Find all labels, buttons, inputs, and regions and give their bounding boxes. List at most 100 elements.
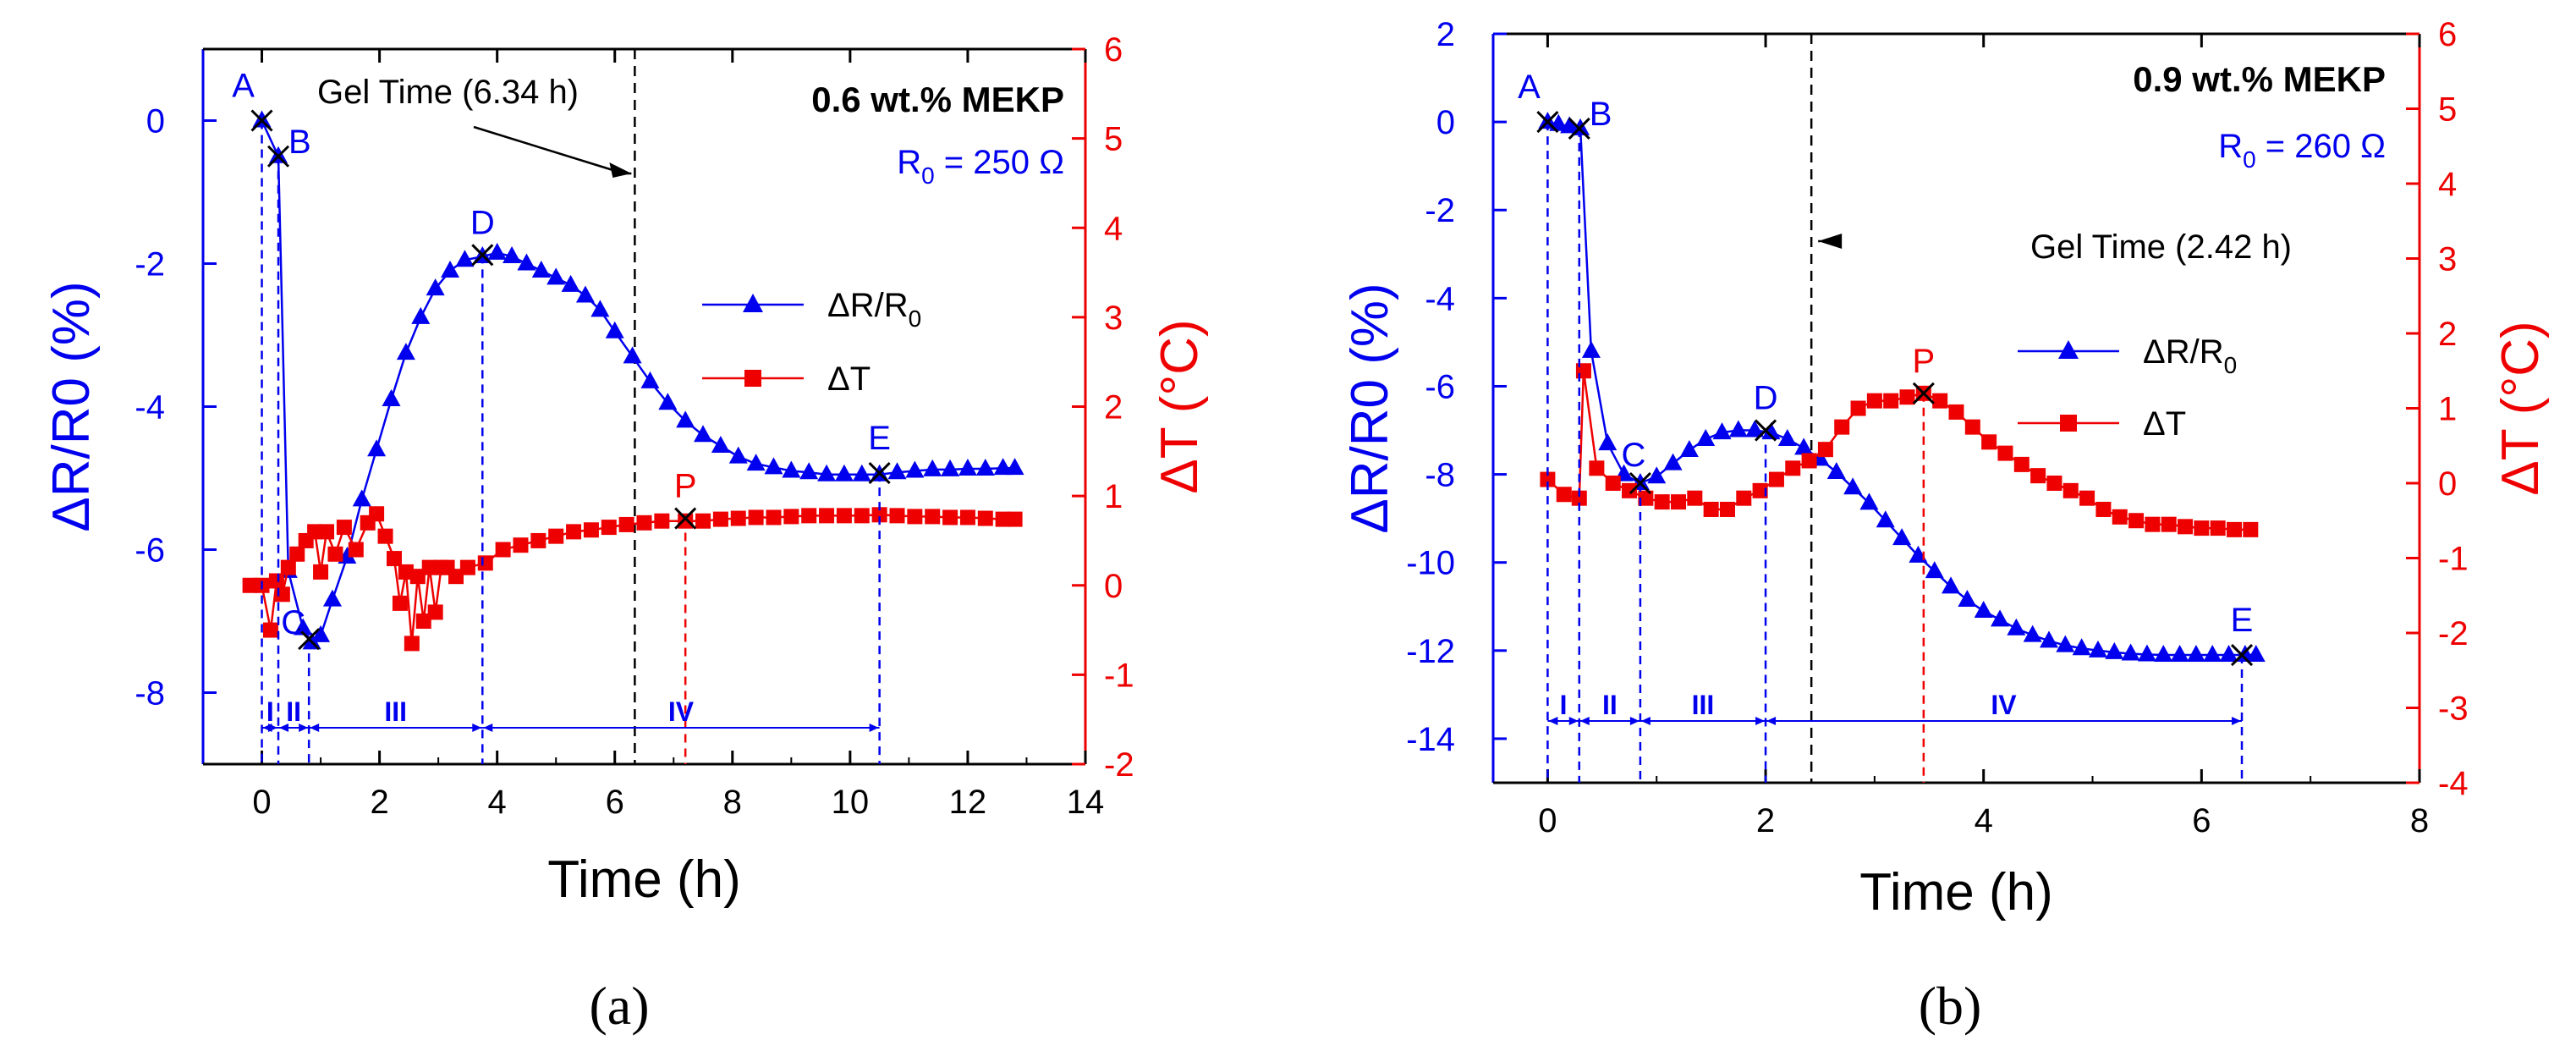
data-point-triangle: [817, 464, 837, 481]
data-point-triangle: [2219, 645, 2238, 663]
data-point-square: [1007, 511, 1023, 527]
legend-label-resistance: ΔR/R0: [2143, 333, 2237, 378]
data-point-triangle: [1958, 589, 1977, 607]
data-point-square: [959, 509, 975, 525]
data-point-square: [1817, 442, 1833, 458]
region-label-ii: II: [286, 696, 301, 727]
right-tick-label: 4: [1104, 210, 1123, 247]
x-tick-label: 4: [1975, 802, 1993, 839]
data-point-square: [695, 513, 711, 529]
data-point-square: [636, 514, 652, 531]
data-point-triangle: [311, 625, 331, 642]
series-resistance: [1538, 112, 2266, 663]
legend-label-temperature: ΔT: [827, 360, 871, 398]
region-label-iii: III: [1692, 690, 1715, 720]
data-point-square: [1654, 494, 1670, 510]
data-point-triangle: [993, 458, 1013, 476]
series-temperature: [1540, 363, 2259, 537]
r0-subscript: 0: [921, 162, 935, 189]
data-point-square: [274, 586, 290, 603]
x-tick-label: 0: [252, 784, 271, 821]
data-point-square: [2079, 490, 2095, 506]
legend: ΔR/R0 ΔT: [2018, 333, 2237, 443]
data-point-triangle: [1876, 510, 1895, 528]
data-point-square: [1556, 487, 1572, 503]
left-tick-label: -12: [1406, 633, 1455, 670]
panel-label: (b): [1919, 976, 1982, 1036]
data-point-triangle: [2088, 640, 2107, 658]
data-point-triangle: [1647, 466, 1667, 484]
r0-symbol: R: [897, 144, 921, 181]
left-tick-label: -4: [135, 389, 165, 426]
data-point-square: [307, 524, 323, 540]
data-point-square: [2194, 520, 2210, 537]
right-tick-label: 3: [2438, 241, 2457, 278]
legend-marker-triangle: [743, 294, 763, 312]
right-tick-label: 0: [2438, 465, 2457, 503]
legend: ΔR/R0 ΔT: [702, 287, 921, 398]
data-point-square: [404, 636, 420, 652]
data-point-square: [618, 516, 634, 532]
data-point-triangle: [1925, 561, 1944, 579]
data-point-square: [1997, 445, 2013, 461]
data-point-square: [2210, 520, 2226, 537]
data-point-square: [1671, 494, 1686, 510]
region-label-ii: II: [1602, 690, 1618, 720]
region-arrow-right: [869, 724, 879, 732]
right-tick-label: 6: [1104, 31, 1123, 69]
series-line: [1547, 120, 2256, 657]
point-label-d: D: [470, 204, 495, 241]
data-point-triangle: [1745, 420, 1765, 437]
data-point-square: [415, 614, 431, 629]
data-point-triangle: [746, 454, 766, 471]
data-point-square: [871, 507, 887, 523]
data-point-triangle: [411, 306, 431, 324]
gel-time-arrowhead: [1818, 234, 1843, 249]
data-point-triangle: [575, 285, 595, 303]
data-point-triangle: [958, 459, 977, 476]
data-point-square: [854, 508, 870, 524]
data-point-triangle: [1581, 340, 1601, 358]
data-point-square: [1883, 393, 1899, 409]
right-tick-label: 0: [1104, 568, 1123, 605]
data-point-square: [1801, 453, 1817, 469]
data-point-square: [421, 559, 437, 575]
data-point-triangle: [887, 462, 907, 480]
data-point-triangle: [1560, 116, 1579, 134]
r0-subscript: 0: [2243, 146, 2256, 173]
point-marker-x: [1754, 419, 1777, 442]
data-point-triangle: [1942, 576, 1961, 594]
legend-label-resistance-sub: 0: [2224, 352, 2238, 378]
left-tick-label: -10: [1406, 545, 1455, 582]
left-tick-label: -6: [1425, 368, 1455, 405]
data-point-triangle: [2170, 645, 2189, 663]
data-point-square: [448, 569, 464, 585]
right-tick-label: -2: [2438, 615, 2469, 652]
data-point-triangle: [799, 462, 819, 480]
r0-label: R0 = 260 Ω: [2218, 128, 2386, 173]
data-point-triangle: [426, 278, 445, 296]
x-axis-title: Time (h): [1859, 863, 2052, 922]
right-tick-label: 2: [1104, 389, 1123, 426]
point-label-p: P: [1913, 343, 1936, 380]
legend-marker-square: [2060, 415, 2077, 432]
data-point-triangle: [728, 446, 748, 464]
data-point-triangle: [2056, 635, 2075, 652]
point-label-e: E: [868, 420, 891, 457]
region-arrow-right: [268, 724, 278, 732]
data-point-square: [2128, 513, 2145, 529]
data-point-triangle: [2040, 630, 2058, 648]
data-point-square: [801, 508, 817, 524]
left-axis-title: ΔR/R0 (%): [42, 281, 101, 531]
data-point-square: [2161, 516, 2177, 532]
data-point-square: [1703, 501, 1719, 517]
point-label-p: P: [674, 468, 697, 505]
region-arrow-right: [1568, 717, 1579, 725]
data-point-triangle: [1712, 422, 1732, 440]
data-point-square: [392, 595, 408, 611]
r0-label: R0 = 250 Ω: [897, 144, 1064, 189]
data-point-square: [1605, 476, 1621, 491]
